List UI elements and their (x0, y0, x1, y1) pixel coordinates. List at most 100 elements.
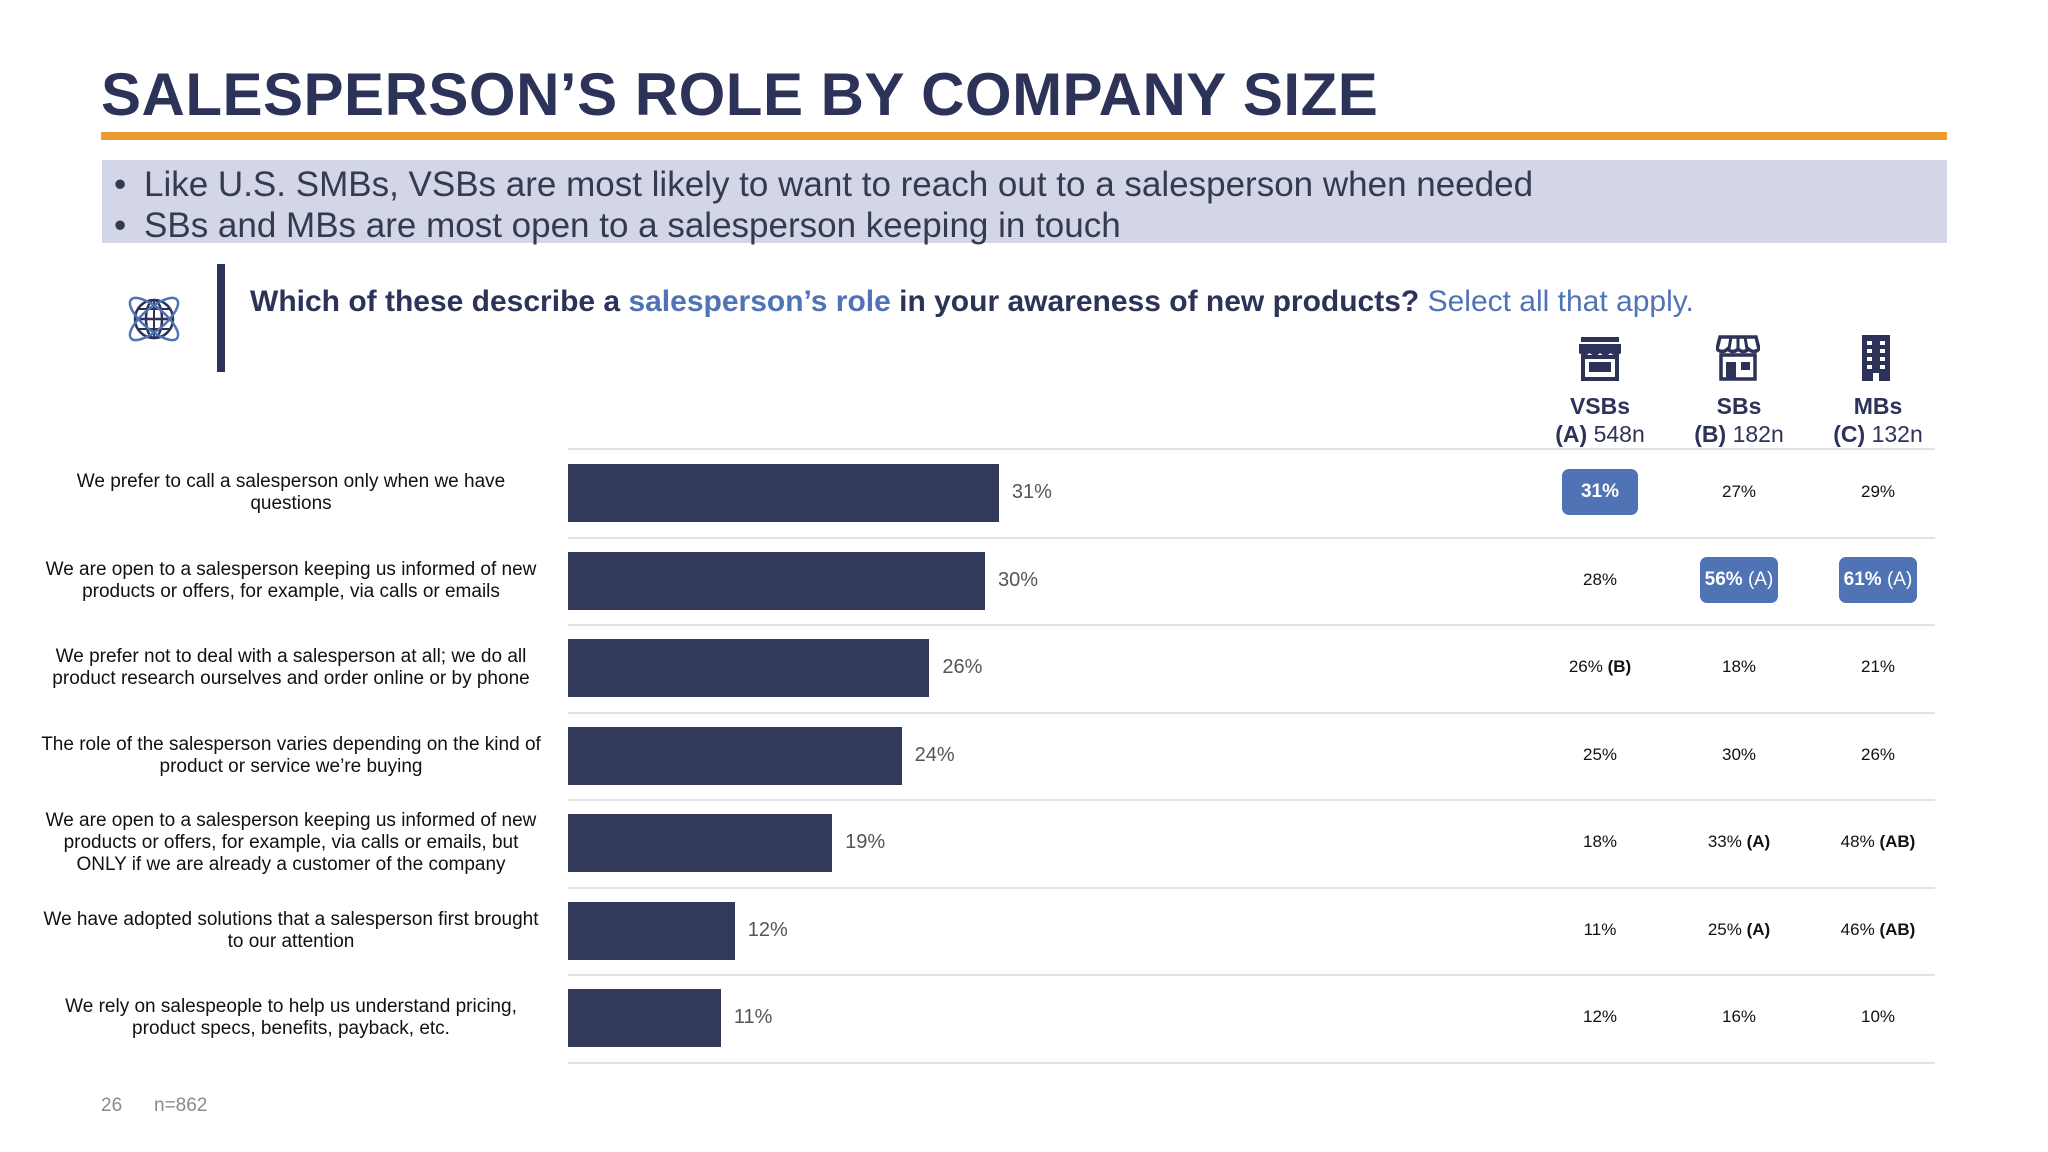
title-underline (101, 132, 1947, 140)
cell-value: 26% (1860, 744, 1896, 764)
bar (568, 814, 833, 872)
category-label-line: We rely on salespeople to help us unders… (65, 996, 517, 1017)
bar (568, 639, 930, 697)
bar (568, 464, 999, 522)
category-label-line: product or service we’re buying (159, 755, 423, 777)
column-header-mbs: MBs (C) 132n (1808, 392, 1948, 448)
finding-1-text: Like U.S. SMBs, VSBs are most likely to … (144, 165, 1534, 204)
row-divider (568, 711, 1935, 714)
cell-value: 33% (1707, 832, 1742, 851)
cell-value: 30% (1721, 744, 1757, 764)
office-building-icon (1862, 335, 1890, 381)
table-cell: 25% (A) (1669, 920, 1809, 940)
table-cell: 10% (1808, 1007, 1948, 1027)
bar-value-label: 11% (733, 1006, 773, 1028)
category-label-line: We are open to a salesperson keeping us … (45, 558, 537, 580)
category-label: We prefer to call a salesperson only whe… (30, 471, 552, 515)
category-label: We have adopted solutions that a salespe… (30, 909, 552, 953)
row-divider (568, 974, 1935, 976)
cell-significance: (A) (1747, 568, 1774, 590)
key-findings-box: • Like U.S. SMBs, VSBs are most likely to… (102, 160, 1947, 245)
table-cell: 11% (1530, 920, 1670, 940)
category-label-line: We are open to a salesperson keeping us … (45, 810, 537, 831)
cell-value: 26% (1568, 657, 1603, 676)
table-cell: 18% (1669, 657, 1809, 677)
cell-value: 27% (1721, 482, 1757, 501)
cell-value: 10% (1860, 1007, 1896, 1026)
column-n: 548n (1593, 421, 1645, 447)
cell-value: 61% (1843, 568, 1882, 590)
category-label-line: We prefer not to deal with a salesperson… (55, 646, 527, 667)
category-label: The role of the salesperson varies depen… (30, 734, 552, 778)
cell-value: 25% (1582, 744, 1618, 764)
cell-value: 11% (1583, 919, 1617, 939)
column-name: VSBs (1569, 393, 1631, 419)
cell-value: 18% (1721, 657, 1757, 676)
category-label-line: to our attention (227, 930, 355, 952)
bar-value-label: 12% (747, 918, 788, 941)
category-label: We rely on salespeople to help us unders… (30, 996, 552, 1040)
cell-significance: (AB) (1879, 919, 1916, 939)
category-label-line: products or offers, for example, via cal… (63, 832, 519, 853)
table-cell: 48% (AB) (1808, 832, 1948, 852)
column-letter: (A) (1555, 421, 1588, 447)
globe-icon (128, 296, 180, 342)
column-n: 132n (1871, 421, 1923, 447)
bar-value-label: 19% (845, 831, 886, 853)
bar-value-label: 24% (914, 743, 955, 766)
cell-value: 12% (1582, 1007, 1618, 1026)
bar-value-label: 30% (998, 568, 1039, 591)
cell-value: 21% (1860, 657, 1896, 676)
bar-value-label: 26% (942, 656, 983, 678)
bar (568, 551, 985, 610)
cell-value: 31% (1580, 481, 1620, 502)
cell-value: 25% (1707, 919, 1742, 939)
category-label: We prefer not to deal with a salesperson… (30, 646, 552, 690)
table-cell: 25% (1530, 745, 1670, 765)
column-letter: (C) (1833, 421, 1866, 447)
page-title: SALESPERSON’S ROLE BY COMPANY SIZE (101, 61, 1379, 128)
table-cell: 26% (B) (1530, 657, 1670, 677)
row-divider (568, 448, 1935, 450)
cell-significance: (A) (1746, 832, 1771, 851)
row-divider (568, 799, 1935, 801)
table-cell: 18% (1530, 832, 1670, 852)
bar (568, 901, 735, 960)
category-label-line: ONLY if we are already a customer of the… (76, 854, 506, 875)
row-divider (568, 624, 1935, 626)
column-name: SBs (1716, 393, 1762, 419)
question-part1: Which of these describe a (250, 285, 629, 318)
table-cell: 28% (1530, 570, 1670, 590)
table-cell: 30% (1669, 745, 1809, 765)
table-cell: 12% (1530, 1007, 1670, 1027)
cell-significance: (A) (1886, 568, 1913, 590)
survey-question: Which of these describe a salesperson’s … (250, 284, 1694, 320)
category-label-line: We have adopted solutions that a salespe… (43, 908, 539, 930)
column-letter: (B) (1694, 421, 1727, 447)
column-header-sbs: SBs (B) 182n (1669, 392, 1809, 448)
table-cell: 16% (1669, 1007, 1809, 1027)
cell-value: 46% (1840, 919, 1875, 939)
table-cell: 27% (1669, 482, 1809, 502)
table-cell: 21% (1808, 657, 1948, 677)
category-label: We are open to a salesperson keeping us … (30, 810, 552, 876)
significance-badge: 61% (A) (1839, 556, 1917, 603)
category-label: We are open to a salesperson keeping us … (30, 559, 552, 603)
bar (568, 989, 721, 1047)
cell-value: 56% (1704, 568, 1743, 590)
category-label-line: We prefer to call a salesperson only whe… (76, 471, 506, 492)
bar (568, 726, 902, 785)
cell-value: 29% (1860, 482, 1896, 501)
column-name: MBs (1853, 393, 1903, 419)
cell-value: 28% (1582, 569, 1618, 589)
shop-awning-icon (1716, 335, 1760, 381)
question-highlight: salesperson’s role (628, 285, 891, 318)
cell-value: 16% (1721, 1007, 1757, 1026)
table-cell: 46% (AB) (1808, 920, 1948, 940)
cell-significance: (AB) (1879, 832, 1916, 851)
category-label-line: product research ourselves and order onl… (52, 668, 530, 689)
cell-value: 18% (1582, 832, 1618, 851)
question-instruction: Select all that apply. (1419, 285, 1694, 318)
bar-value-label: 31% (1011, 481, 1052, 503)
significance-badge: 31% (1562, 469, 1638, 515)
